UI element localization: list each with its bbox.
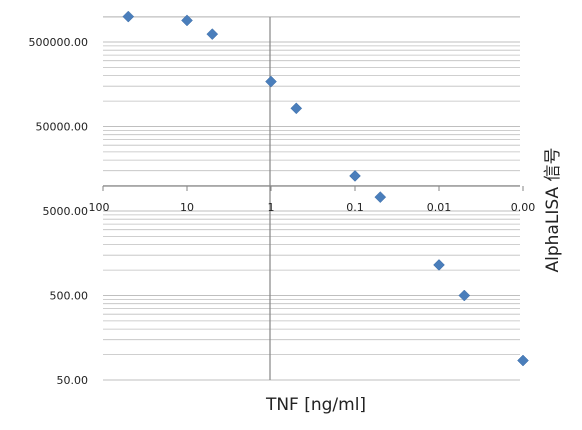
x-tick-label: 100 <box>89 201 110 214</box>
y-tick-label: 50000.00 <box>36 121 89 134</box>
y-tick-label: 50.00 <box>57 374 89 387</box>
data-point <box>122 10 135 23</box>
data-point <box>433 259 445 271</box>
data-point <box>290 102 303 115</box>
y-tick-label: 500.00 <box>50 290 89 303</box>
data-point <box>206 28 219 40</box>
data-point <box>517 354 529 367</box>
data-point <box>181 14 193 27</box>
axes <box>102 17 524 380</box>
gridlines <box>103 16 520 381</box>
y-axis-label: AlphaLISA 信号 <box>543 148 563 273</box>
data-point <box>349 170 361 182</box>
y-tick-label: 500000.00 <box>29 36 89 49</box>
y-tick-labels: 500000.00 50000.00 5000.00 500.00 50.00 <box>29 36 89 387</box>
x-tick-label: 1 <box>268 201 275 214</box>
data-points <box>122 10 529 367</box>
x-tick-labels: 100 10 1 0.1 0.01 0.00 <box>89 201 536 214</box>
x-tick-label: 10 <box>180 201 194 214</box>
x-tick-label: 0.1 <box>346 201 364 214</box>
x-tick-label: 0.00 <box>511 201 536 214</box>
data-point <box>374 191 387 203</box>
y-tick-label: 5000.00 <box>43 205 89 218</box>
x-tick-label: 0.01 <box>427 201 452 214</box>
data-point <box>458 289 471 302</box>
data-point <box>265 75 277 88</box>
x-axis-label: TNF [ng/ml] <box>265 395 366 415</box>
